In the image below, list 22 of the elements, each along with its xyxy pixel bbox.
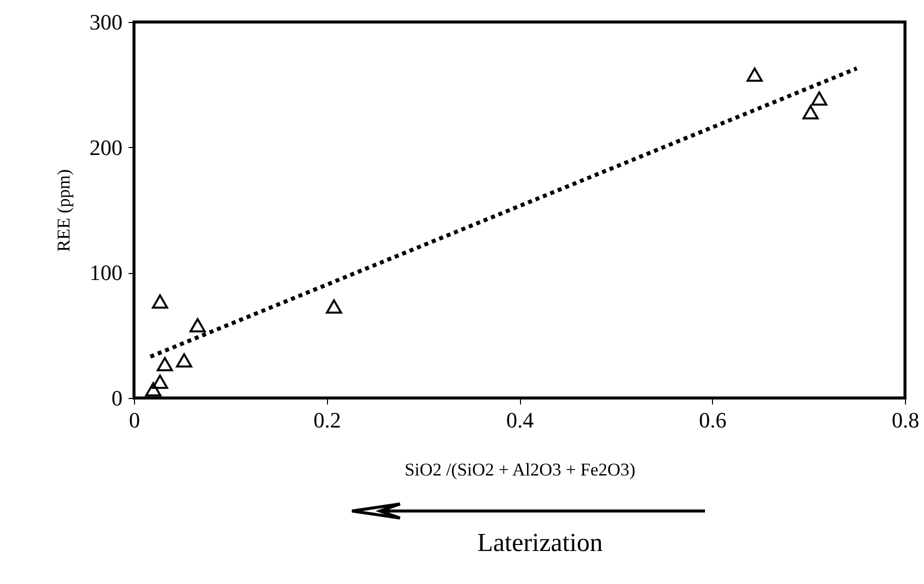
point [176, 353, 192, 368]
x-tick-label: 0 [129, 408, 140, 432]
y-tick-label: 200 [90, 134, 122, 160]
point [811, 91, 828, 106]
point [156, 357, 173, 372]
point [326, 299, 342, 314]
point [802, 105, 819, 120]
point [152, 294, 168, 309]
x-tick-label: 0.4 [506, 408, 534, 432]
y-axis-title: REE (ppm) [54, 169, 74, 252]
point [152, 374, 168, 389]
point [746, 68, 763, 82]
y-tick-label: 0 [112, 386, 122, 410]
x-tick-label: 0.8 [892, 408, 920, 432]
x-tick-label: 0.2 [314, 408, 341, 432]
point [190, 318, 206, 332]
x-axis-title: SiO2 /(SiO2 + Al2O3 + Fe2O3) [404, 460, 636, 480]
text: Laterization [476, 528, 604, 558]
y-tick-label: 100 [90, 260, 122, 286]
x-tick-label: 0.6 [699, 408, 726, 432]
point [145, 382, 162, 396]
y-tick-label: 300 [90, 10, 122, 34]
